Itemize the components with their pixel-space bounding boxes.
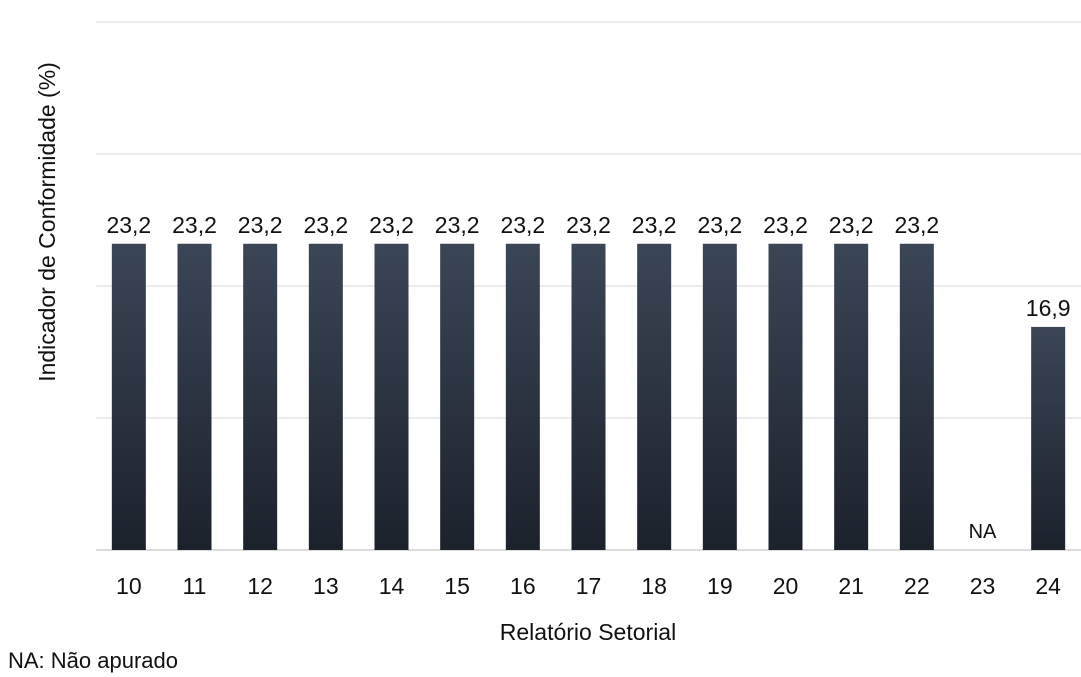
x-tick-label: 16 [510, 573, 536, 599]
x-tick-label: 12 [247, 573, 273, 599]
bar [1031, 326, 1066, 550]
x-tick-label: 21 [838, 573, 864, 599]
bar [899, 243, 934, 550]
bar [702, 243, 737, 550]
data-label: 23,2 [500, 212, 545, 238]
x-tick-label: 24 [1035, 573, 1061, 599]
bar [308, 243, 343, 550]
bar [505, 243, 540, 550]
data-label: 23,2 [303, 212, 348, 238]
x-tick-label: 19 [707, 573, 733, 599]
x-tick-label: 18 [641, 573, 667, 599]
data-label: 23,2 [763, 212, 808, 238]
data-label: 16,9 [1026, 295, 1071, 321]
data-label: 23,2 [238, 212, 283, 238]
x-tick-label: 10 [116, 573, 142, 599]
x-axis-label: Relatório Setorial [500, 619, 676, 645]
bar [834, 243, 869, 550]
bar [374, 243, 409, 550]
x-tick-label: 23 [970, 573, 996, 599]
data-label: 23,2 [829, 212, 874, 238]
data-label: 23,2 [435, 212, 480, 238]
x-tick-label: 22 [904, 573, 930, 599]
bar [768, 243, 803, 550]
data-label: 23,2 [172, 212, 217, 238]
x-tick-label: 14 [379, 573, 405, 599]
data-label: 23,2 [632, 212, 677, 238]
data-label: 23,2 [369, 212, 414, 238]
x-tick-label: 11 [183, 573, 207, 599]
x-tick-label: 15 [444, 573, 470, 599]
data-label: 23,2 [566, 212, 611, 238]
data-labels: 23,2 23,2 23,2 23,2 23,2 23,2 23,2 23,2 23,2 23,2… [106, 212, 1070, 543]
data-label: 23,2 [894, 212, 939, 238]
x-tick-label: 13 [313, 573, 339, 599]
data-label: 23,2 [697, 212, 742, 238]
footnote: NA: Não apurado [8, 648, 178, 673]
bar [637, 243, 672, 550]
y-axis-label: Indicador de Conformidade (%) [34, 62, 60, 382]
bar [440, 243, 475, 550]
data-label: NA [969, 521, 997, 543]
bars [111, 243, 1066, 550]
bar [243, 243, 278, 550]
bar [111, 243, 146, 550]
x-tick-label: 20 [773, 573, 799, 599]
x-tick-labels: 10 11 12 13 14 15 16 17 18 19 20 21 22 23 24 [116, 573, 1061, 599]
bar [571, 243, 606, 550]
bar [177, 243, 212, 550]
data-label: 23,2 [106, 212, 151, 238]
x-tick-label: 17 [576, 573, 602, 599]
